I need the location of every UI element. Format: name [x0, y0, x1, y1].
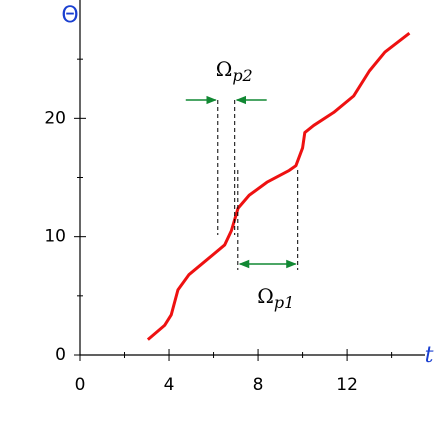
- y-tick-label: 10: [44, 227, 66, 247]
- x-axis-label: t: [425, 343, 434, 368]
- interval-subscript: p1: [274, 293, 294, 312]
- interval-label: Ωp2: [216, 57, 253, 85]
- y-axis-label: Θ: [61, 3, 78, 28]
- x-tick-label: 12: [336, 375, 358, 395]
- interval-subscript: p2: [232, 66, 252, 85]
- interval-symbol: Ω: [257, 284, 274, 308]
- data-line: [146, 31, 411, 341]
- x-tick-label: 8: [253, 375, 264, 395]
- y-tick-label: 20: [44, 108, 66, 128]
- x-tick-label: 0: [75, 375, 86, 395]
- y-tick-label: 0: [55, 345, 66, 365]
- interval-symbol: Ω: [216, 57, 233, 81]
- x-tick-label: 4: [164, 375, 175, 395]
- interval-label: Ωp1: [257, 284, 294, 312]
